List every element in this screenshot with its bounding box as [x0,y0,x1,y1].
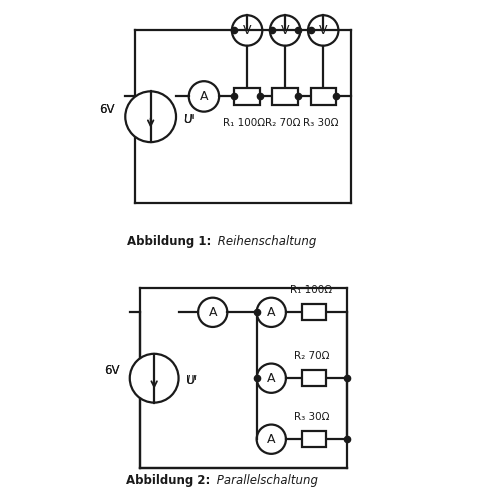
Text: 6V: 6V [105,365,120,377]
Text: R₃ 30Ω: R₃ 30Ω [303,118,338,128]
Bar [302,431,326,447]
Text: Reihenschaltung: Reihenschaltung [214,235,317,247]
Text: 6V: 6V [100,102,115,116]
Text: Uⁱ: Uⁱ [183,113,195,126]
Text: A: A [209,306,217,319]
Text: R₃ 30Ω: R₃ 30Ω [294,411,329,422]
Text: 6V: 6V [100,102,115,116]
Text: Uⁱ: Uⁱ [186,374,197,387]
Text: Abbildung 2:: Abbildung 2: [126,474,210,487]
Text: A: A [267,433,275,446]
Bar [302,370,326,386]
Text: Uⁱ: Uⁱ [186,374,197,387]
Text: 6V: 6V [105,365,120,377]
Text: V: V [281,24,289,37]
Text: R₁ 100Ω: R₁ 100Ω [290,285,333,295]
Text: V: V [319,24,328,37]
Text: A: A [267,306,275,319]
Circle shape [125,91,176,142]
Text: A: A [200,90,208,103]
Text: Parallelschaltung: Parallelschaltung [213,474,318,487]
Circle shape [130,354,179,403]
Text: R₂ 70Ω: R₂ 70Ω [294,350,329,361]
Text: Uⁱ: Uⁱ [183,113,194,126]
Bar [272,87,298,105]
Text: Abbildung 1:: Abbildung 1: [127,235,212,247]
Text: A: A [267,372,275,385]
Bar [311,87,336,105]
Text: R₁ 100Ω: R₁ 100Ω [224,118,266,128]
Bar [302,305,326,320]
Text: R₂ 70Ω: R₂ 70Ω [265,118,301,128]
Bar [234,87,260,105]
Text: V: V [243,24,251,37]
